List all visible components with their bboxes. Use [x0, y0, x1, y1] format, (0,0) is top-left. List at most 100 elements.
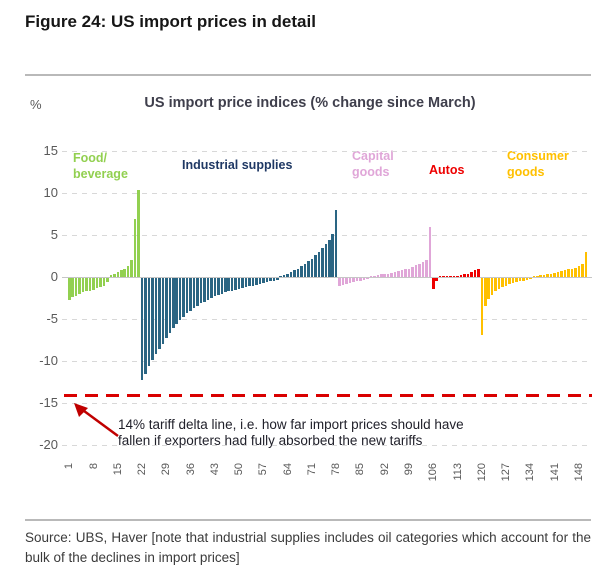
bar-industrial-supplies: [192, 278, 196, 309]
bar-industrial-supplies: [251, 278, 255, 286]
x-tick-label: 50: [233, 463, 246, 476]
x-tick-label: 57: [257, 463, 270, 476]
bar-autos: [459, 275, 463, 277]
y-axis-unit-label: %: [30, 97, 42, 112]
x-tick-label: 43: [208, 463, 221, 476]
bar-industrial-supplies: [258, 278, 262, 284]
x-tick-label: 92: [378, 463, 391, 476]
bar-autos: [477, 268, 480, 277]
bar-consumer-goods: [536, 275, 539, 277]
bar-capital-goods: [397, 271, 400, 277]
bar-capital-goods: [341, 278, 345, 285]
bar-food-beverage: [126, 266, 130, 277]
bar-industrial-supplies: [230, 278, 234, 291]
bar-industrial-supplies: [282, 275, 286, 277]
bar-consumer-goods: [549, 273, 553, 277]
bar-capital-goods: [348, 278, 352, 284]
bar-industrial-supplies: [262, 278, 265, 284]
x-tick-label: 113: [451, 463, 464, 481]
bar-food-beverage: [71, 278, 74, 298]
bar-consumer-goods: [484, 278, 487, 306]
y-tick-label: 10: [43, 185, 58, 200]
bar-consumer-goods: [570, 268, 574, 277]
bar-industrial-supplies: [210, 278, 213, 299]
zero-axis-line: [62, 277, 592, 278]
bar-capital-goods: [369, 276, 373, 277]
bar-food-beverage: [81, 278, 85, 293]
bar-consumer-goods: [522, 278, 525, 281]
bar-capital-goods: [352, 278, 355, 283]
bar-industrial-supplies: [217, 278, 220, 295]
bar-capital-goods: [428, 226, 432, 277]
x-tick-label: 127: [500, 463, 513, 482]
bar-capital-goods: [418, 263, 421, 277]
bar-capital-goods: [362, 278, 366, 280]
bar-industrial-supplies: [289, 271, 293, 277]
y-tick-label: -15: [39, 395, 58, 410]
bar-industrial-supplies: [182, 278, 185, 317]
y-tick-label: -10: [39, 353, 58, 368]
x-tick-label: 134: [524, 463, 537, 482]
bar-consumer-goods: [563, 270, 567, 277]
bar-industrial-supplies: [328, 240, 331, 277]
bar-industrial-supplies: [317, 251, 321, 277]
bar-capital-goods: [390, 272, 393, 277]
bar-food-beverage: [106, 278, 109, 283]
bar-capital-goods: [407, 268, 411, 277]
bar-industrial-supplies: [310, 258, 314, 277]
bar-industrial-supplies: [213, 278, 217, 297]
x-tick-label: 148: [572, 463, 585, 482]
bar-food-beverage: [102, 278, 106, 286]
legend-consumer-goods: Consumer goods: [507, 149, 569, 179]
bar-capital-goods: [425, 260, 428, 277]
bar-autos: [432, 278, 435, 289]
gridline: [62, 151, 592, 152]
bar-industrial-supplies: [220, 278, 224, 294]
bar-industrial-supplies: [248, 278, 251, 287]
bar-food-beverage: [88, 278, 92, 291]
bar-consumer-goods: [508, 278, 511, 284]
bar-industrial-supplies: [244, 278, 248, 288]
bar-capital-goods: [400, 270, 404, 277]
bar-industrial-supplies: [158, 278, 161, 349]
bar-capital-goods: [386, 273, 390, 277]
bar-capital-goods: [383, 274, 386, 277]
bar-consumer-goods: [515, 278, 518, 283]
legend-autos: Autos: [429, 163, 465, 177]
bar-consumer-goods: [501, 278, 504, 288]
bar-industrial-supplies: [331, 234, 334, 277]
bar-industrial-supplies: [140, 278, 144, 381]
bar-industrial-supplies: [272, 278, 276, 281]
bar-industrial-supplies: [296, 268, 300, 277]
y-tick-label: 15: [43, 143, 58, 158]
gridline: [62, 319, 592, 320]
bar-food-beverage: [74, 278, 78, 296]
bar-consumer-goods: [494, 278, 497, 292]
tariff-delta-line: [64, 393, 592, 397]
bar-consumer-goods: [532, 276, 536, 277]
y-tick-label: -20: [39, 437, 58, 452]
bar-food-beverage: [113, 273, 116, 277]
bar-industrial-supplies: [185, 278, 189, 314]
bar-consumer-goods: [511, 278, 515, 284]
gridline: [62, 445, 592, 446]
bar-consumer-goods: [518, 278, 522, 282]
bar-consumer-goods: [487, 278, 490, 299]
bar-industrial-supplies: [307, 261, 310, 277]
bar-capital-goods: [404, 269, 407, 277]
bar-capital-goods: [411, 266, 414, 277]
bar-consumer-goods: [525, 278, 529, 280]
x-tick-label: 36: [184, 463, 197, 476]
x-tick-label: 15: [111, 463, 124, 476]
bar-consumer-goods: [560, 271, 563, 277]
bar-capital-goods: [338, 278, 341, 286]
bottom-divider: [25, 519, 591, 521]
y-tick-label: 0: [50, 269, 58, 284]
bar-capital-goods: [393, 271, 397, 277]
bar-industrial-supplies: [196, 278, 199, 306]
bar-industrial-supplies: [154, 278, 158, 355]
bar-capital-goods: [359, 278, 362, 281]
bar-food-beverage: [68, 278, 71, 300]
bar-food-beverage: [95, 278, 99, 289]
bar-autos: [456, 275, 459, 277]
